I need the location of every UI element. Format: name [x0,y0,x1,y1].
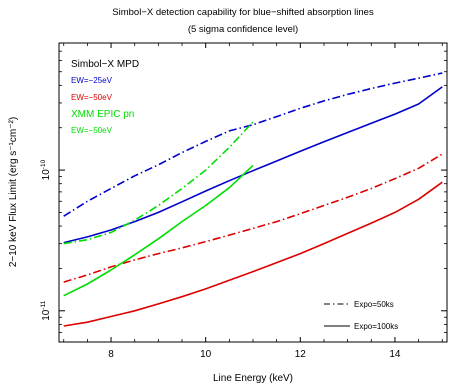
series-line-0 [63,72,443,217]
x-axis-ticks: 8 10 12 14 [63,43,443,360]
legend-instrument-xmm: XMM EPIC pn [71,109,134,120]
series-group [63,72,443,327]
series-line-4 [63,121,254,245]
series-line-3 [63,181,443,327]
y-tick-label: 10-10 [40,159,52,180]
x-tick-label: 8 [108,349,114,360]
legend-item-simbol-ew25: EW=−25eV [71,76,113,85]
legend-item-xmm-ew50: EW=−50eV [71,126,113,135]
chart-subtitle: (5 sigma confidence level) [188,24,298,35]
legend-bottom-right: Expo=50ks Expo=100ks [324,300,398,331]
x-tick-label: 14 [389,349,401,360]
legend-expo-50ks: Expo=50ks [354,300,394,309]
y-axis-label: 2−10 keV Flux Limit (erg s⁻¹cm⁻²) [8,117,19,267]
x-axis-label: Line Energy (keV) [213,373,293,384]
x-tick-label: 12 [295,349,307,360]
x-tick-label: 10 [200,349,212,360]
y-tick-label: 10-11 [40,300,52,320]
y-axis-ticks: 10-11 10-10 [40,50,447,333]
legend-expo-100ks: Expo=100ks [354,322,398,331]
plot-frame [58,42,448,343]
legend-instrument-simbol: Simbol−X MPD [71,59,139,70]
legend-top-left: Simbol−X MPD EW=−25eV EW=−50eV XMM EPIC … [71,59,139,135]
chart-title: Simbol−X detection capability for blue−s… [112,7,374,18]
series-line-5 [63,164,254,297]
series-line-2 [63,153,443,283]
legend-item-simbol-ew50: EW=−50eV [71,93,113,102]
